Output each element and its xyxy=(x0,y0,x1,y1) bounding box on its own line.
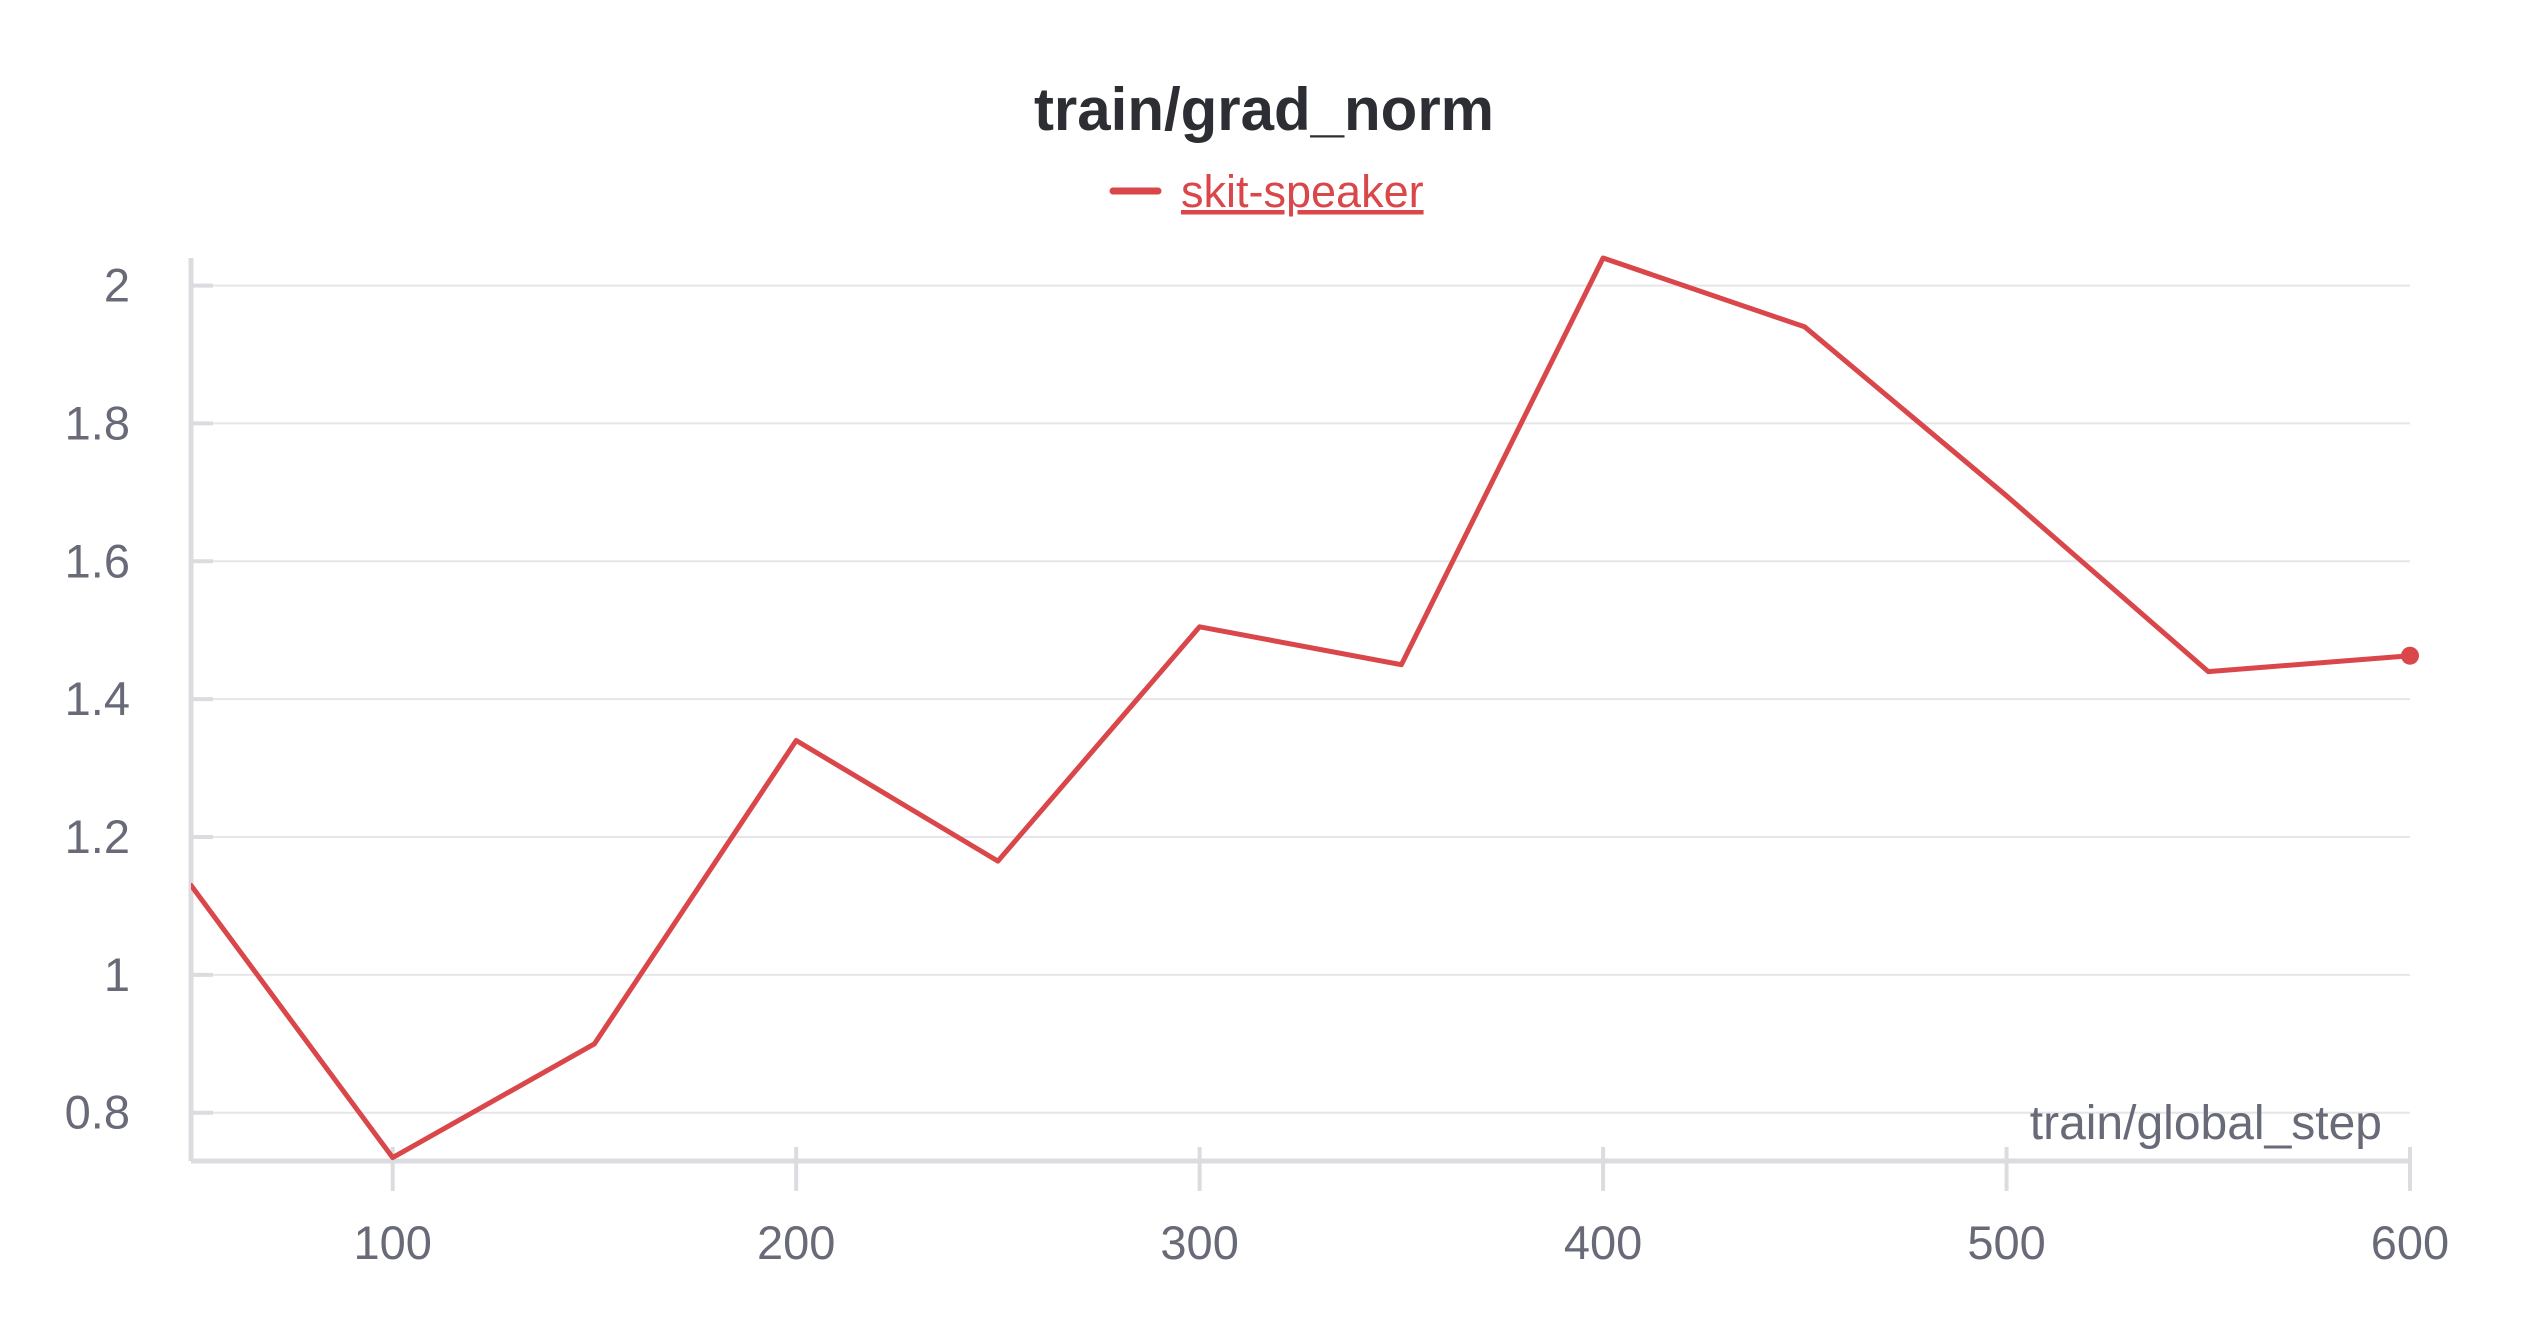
legend[interactable]: skit-speaker xyxy=(1109,166,1424,217)
series-line-0[interactable] xyxy=(191,255,2413,1161)
axes xyxy=(188,258,2412,1191)
legend-label[interactable]: skit-speaker xyxy=(1181,166,1424,217)
tick-labels: 0.8 1 1.2 1.4 1.6 1.8 2 100 200 300 400 500 600 xyxy=(65,259,2450,1269)
y-tick-label-5: 1.8 xyxy=(65,396,130,449)
x-tick-label-5: 600 xyxy=(2371,1216,2449,1269)
chart-title: train/grad_norm xyxy=(1034,76,1494,143)
x-tick-label-2: 300 xyxy=(1160,1216,1238,1269)
x-tick-label-0: 100 xyxy=(354,1216,432,1269)
grid xyxy=(191,284,2410,1114)
y-tick-label-2: 1.2 xyxy=(65,810,130,863)
y-tick-label-4: 1.6 xyxy=(65,534,130,587)
y-tick-label-3: 1.4 xyxy=(65,672,130,725)
x-axis-title: train/global_step xyxy=(2030,1097,2382,1150)
y-tick-label-0: 0.8 xyxy=(65,1086,130,1139)
x-tick-label-3: 400 xyxy=(1564,1216,1642,1269)
x-tick-label-1: 200 xyxy=(757,1216,835,1269)
series-layer xyxy=(191,255,2419,1161)
x-tick-label-4: 500 xyxy=(1967,1216,2045,1269)
series-endpoint-0[interactable] xyxy=(2401,646,2419,665)
y-tick-label-1: 1 xyxy=(104,948,130,1001)
y-tick-label-6: 2 xyxy=(104,259,130,312)
